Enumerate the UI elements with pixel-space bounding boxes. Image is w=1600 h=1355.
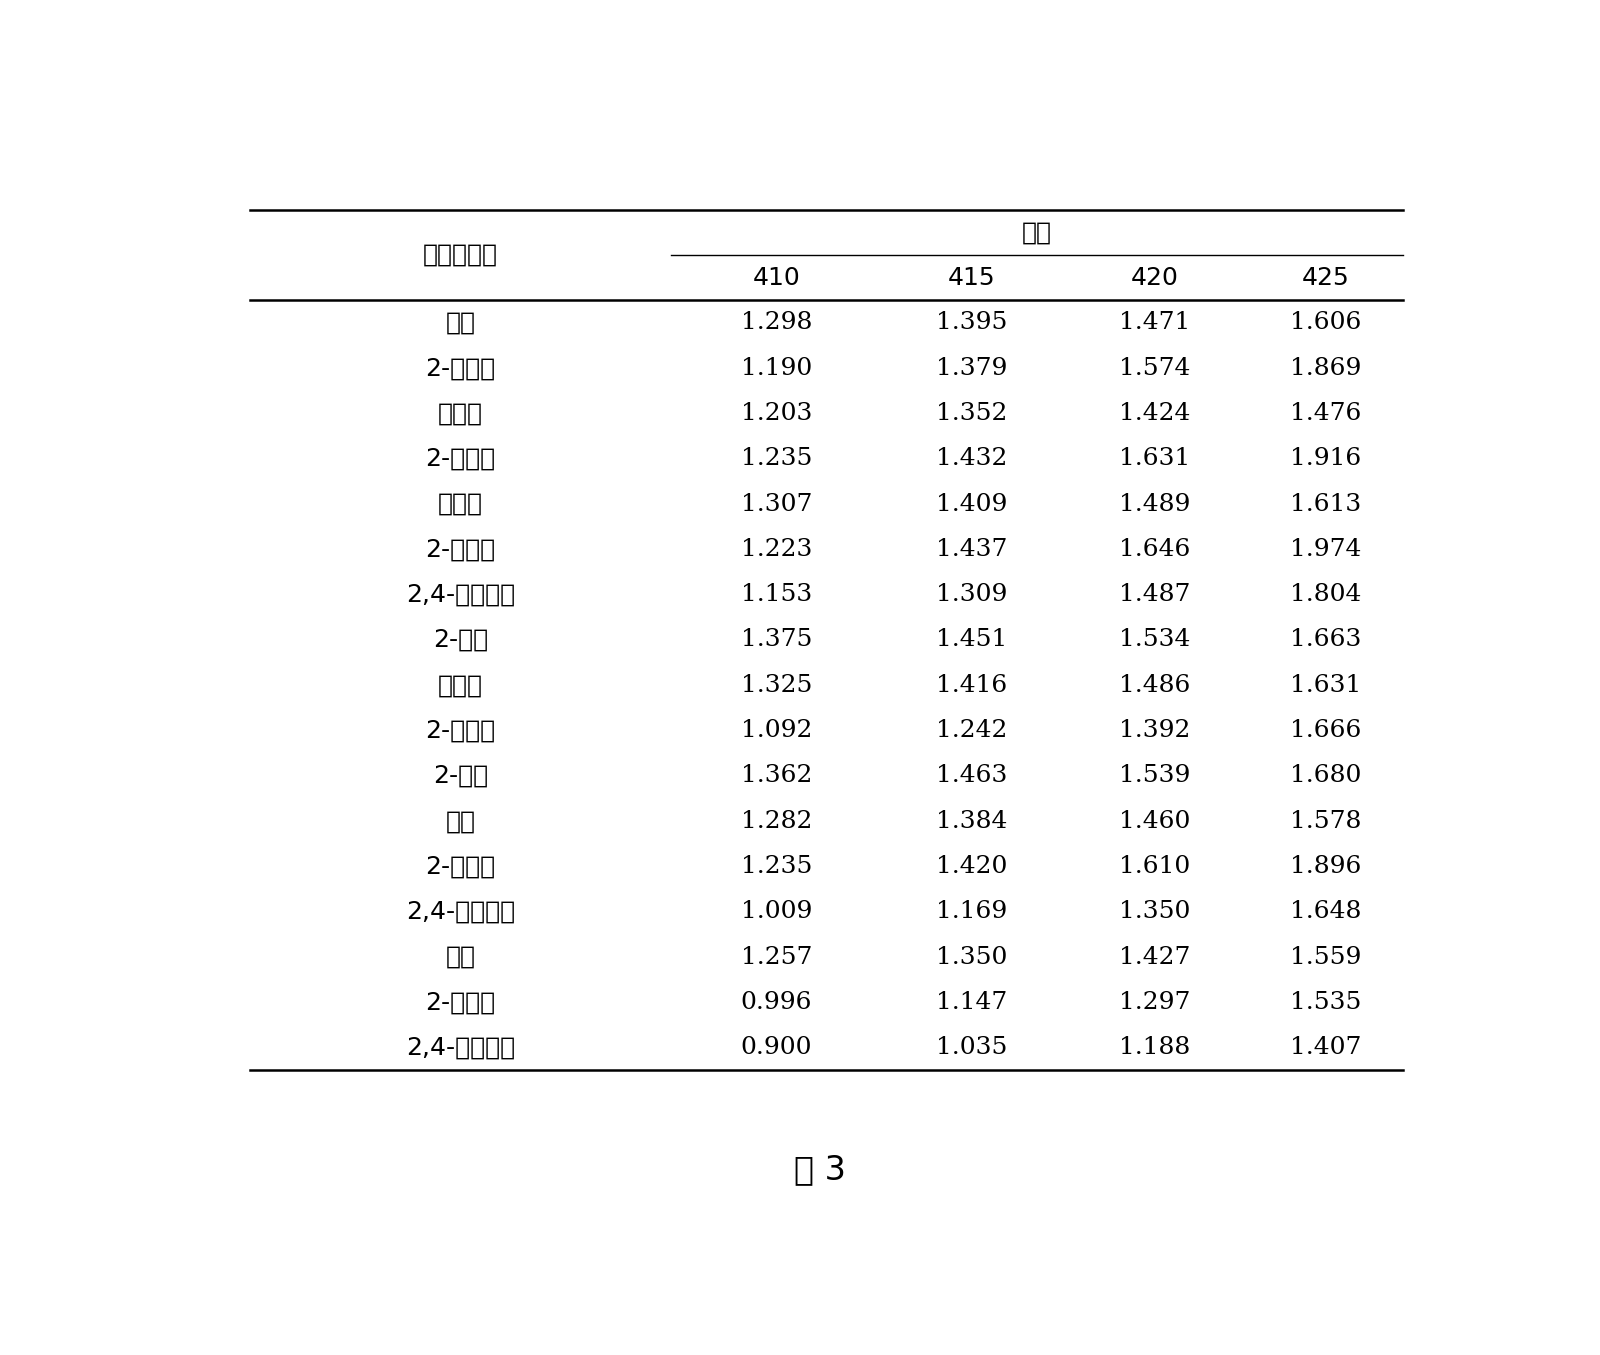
Text: 1.298: 1.298	[741, 312, 813, 335]
Text: 1.460: 1.460	[1118, 810, 1190, 832]
Text: 1.427: 1.427	[1118, 946, 1190, 969]
Text: 戊醒: 戊醒	[445, 310, 475, 335]
Text: 正庚醒: 正庚醒	[438, 492, 483, 516]
Text: 1.350: 1.350	[936, 946, 1008, 969]
Text: 1.362: 1.362	[741, 764, 813, 787]
Text: 正己醒: 正己醒	[438, 401, 483, 425]
Text: 2-己烯醒: 2-己烯醒	[426, 447, 496, 470]
Text: 1.476: 1.476	[1290, 402, 1362, 425]
Text: 1.974: 1.974	[1290, 538, 1362, 561]
Text: 1.223: 1.223	[741, 538, 813, 561]
Text: 2-壬烯醒: 2-壬烯醒	[426, 855, 496, 878]
Text: 1.437: 1.437	[936, 538, 1008, 561]
Text: 1.869: 1.869	[1290, 356, 1362, 379]
Text: 1.613: 1.613	[1290, 492, 1362, 515]
Text: 1.804: 1.804	[1290, 583, 1362, 606]
Text: 壬醒: 壬醒	[445, 809, 475, 833]
Text: 1.631: 1.631	[1118, 447, 1190, 470]
Text: 1.235: 1.235	[741, 447, 813, 470]
Text: 1.559: 1.559	[1290, 946, 1362, 969]
Text: 2-辛邑: 2-辛邑	[434, 764, 488, 787]
Text: 1.309: 1.309	[936, 583, 1008, 606]
Text: 0.900: 0.900	[741, 1037, 813, 1060]
Text: 1.535: 1.535	[1290, 991, 1362, 1014]
Text: 420: 420	[1131, 266, 1179, 290]
Text: 1.188: 1.188	[1118, 1037, 1190, 1060]
Text: 1.384: 1.384	[936, 810, 1008, 832]
Text: 1.416: 1.416	[936, 673, 1008, 696]
Text: 1.424: 1.424	[1118, 402, 1190, 425]
Text: 1.407: 1.407	[1290, 1037, 1362, 1060]
Text: 2-辛烯醒: 2-辛烯醒	[426, 718, 496, 743]
Text: 425: 425	[1301, 266, 1349, 290]
Text: 图 3: 图 3	[794, 1153, 846, 1186]
Text: 1.648: 1.648	[1290, 900, 1362, 923]
Text: 1.471: 1.471	[1118, 312, 1190, 335]
Text: 1.916: 1.916	[1290, 447, 1362, 470]
Text: 1.666: 1.666	[1290, 720, 1362, 743]
Text: 2-庚烯醒: 2-庚烯醒	[426, 538, 496, 561]
Text: 1.325: 1.325	[741, 673, 813, 696]
Text: 415: 415	[949, 266, 995, 290]
Text: 1.463: 1.463	[936, 764, 1008, 787]
Text: 1.432: 1.432	[936, 447, 1008, 470]
Text: 1.307: 1.307	[741, 492, 813, 515]
Text: 410: 410	[752, 266, 800, 290]
Text: 1.147: 1.147	[936, 991, 1008, 1014]
Text: 1.235: 1.235	[741, 855, 813, 878]
Text: 1.242: 1.242	[936, 720, 1008, 743]
Text: 1.395: 1.395	[936, 312, 1008, 335]
Text: 1.297: 1.297	[1118, 991, 1190, 1014]
Text: 1.169: 1.169	[936, 900, 1008, 923]
Text: 1.190: 1.190	[741, 356, 813, 379]
Text: 1.606: 1.606	[1290, 312, 1362, 335]
Text: 1.035: 1.035	[936, 1037, 1008, 1060]
Text: 1.680: 1.680	[1290, 764, 1362, 787]
Text: 1.578: 1.578	[1290, 810, 1362, 832]
Text: 2,4-庚二烯醒: 2,4-庚二烯醒	[406, 583, 515, 607]
Text: 1.487: 1.487	[1118, 583, 1190, 606]
Text: 1.451: 1.451	[936, 629, 1008, 652]
Text: 1.203: 1.203	[741, 402, 813, 425]
Text: 1.409: 1.409	[936, 492, 1008, 515]
Text: 1.375: 1.375	[741, 629, 813, 652]
Text: 1.009: 1.009	[741, 900, 813, 923]
Text: 1.352: 1.352	[936, 402, 1008, 425]
Text: 0.996: 0.996	[741, 991, 813, 1014]
Text: 1.153: 1.153	[741, 583, 813, 606]
Text: 1.350: 1.350	[1118, 900, 1190, 923]
Text: 1.539: 1.539	[1118, 764, 1190, 787]
Text: 2-戊烯醒: 2-戊烯醒	[426, 356, 496, 381]
Text: 1.631: 1.631	[1290, 673, 1362, 696]
Text: 1.379: 1.379	[936, 356, 1008, 379]
Text: 1.663: 1.663	[1290, 629, 1362, 652]
Text: 1.574: 1.574	[1118, 356, 1190, 379]
Text: 2-庚邑: 2-庚邑	[434, 627, 488, 652]
Text: 1.646: 1.646	[1118, 538, 1190, 561]
Text: 2,4-癸二烯醒: 2,4-癸二烯醒	[406, 1035, 515, 1060]
Text: 1.392: 1.392	[1118, 720, 1190, 743]
Text: 1.257: 1.257	[741, 946, 813, 969]
Text: 2-癸烯醒: 2-癸烯醒	[426, 991, 496, 1015]
Text: 1.534: 1.534	[1118, 629, 1190, 652]
Text: 1.282: 1.282	[741, 810, 813, 832]
Text: 2,4-壬二烯醒: 2,4-壬二烯醒	[406, 900, 515, 924]
Text: 1.486: 1.486	[1118, 673, 1190, 696]
Text: 1.896: 1.896	[1290, 855, 1362, 878]
Text: 1.610: 1.610	[1118, 855, 1190, 878]
Text: 1.489: 1.489	[1118, 492, 1190, 515]
Text: 1.420: 1.420	[936, 855, 1008, 878]
Text: 1.092: 1.092	[741, 720, 813, 743]
Text: 波长: 波长	[1022, 221, 1053, 244]
Text: 癸醒: 癸醒	[445, 944, 475, 969]
Text: 炳基化合物: 炳基化合物	[422, 243, 498, 267]
Text: 正辛醒: 正辛醒	[438, 673, 483, 698]
